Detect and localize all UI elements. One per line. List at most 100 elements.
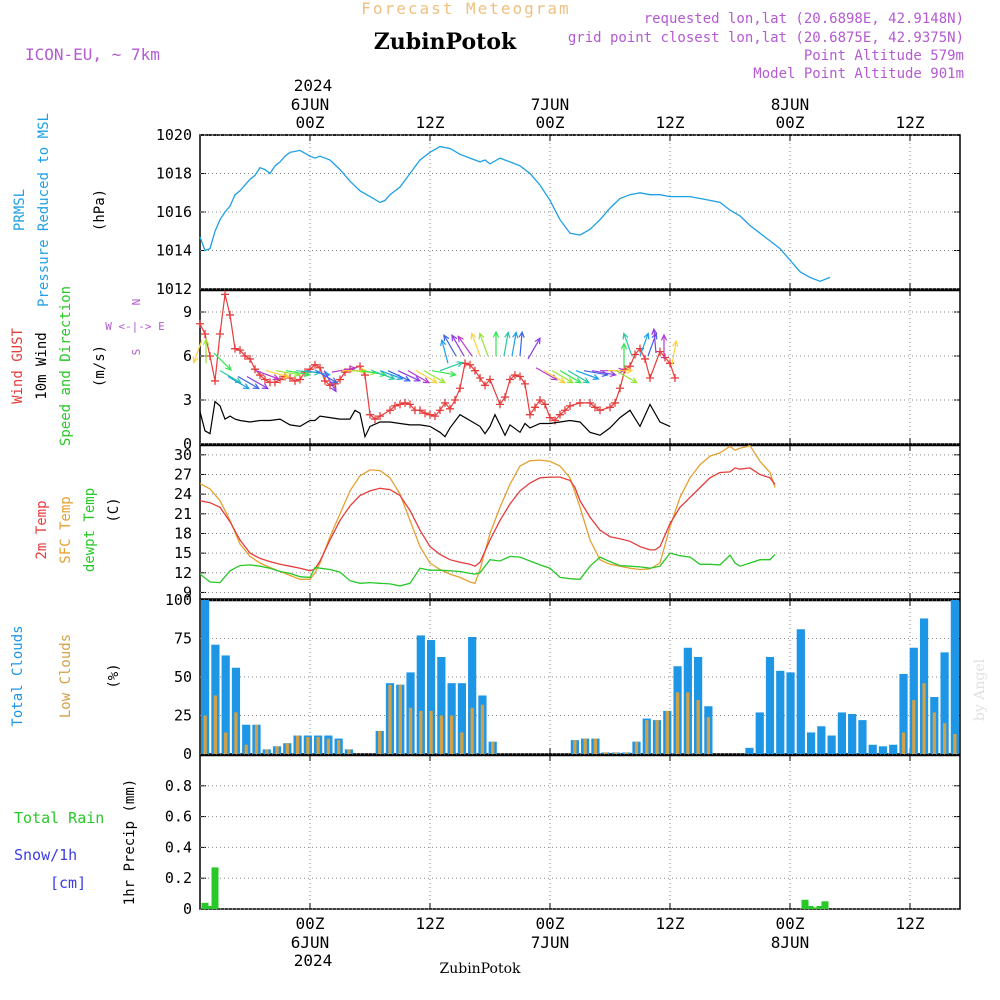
low-cloud-bar (337, 740, 341, 754)
low-cloud-bar (449, 715, 454, 754)
wind-arrow-head (449, 370, 457, 378)
gust-marker (546, 413, 554, 422)
wind-arrow-head (234, 377, 242, 384)
low-cloud-bar (439, 715, 443, 754)
total-cloud-bar (806, 732, 816, 754)
gust-marker (416, 406, 424, 415)
wind-arrow (623, 333, 633, 357)
total-cloud-bar (745, 747, 754, 754)
gust-marker (641, 354, 649, 363)
low-cloud-bar (922, 683, 926, 754)
low-cloud-bar (460, 732, 464, 754)
wind-arrow (639, 333, 649, 357)
gust-marker (296, 375, 304, 384)
gust-marker (486, 375, 494, 384)
top-date-label: 8JUN (771, 95, 810, 114)
y-tick-label: 1016 (156, 203, 192, 221)
gust-marker (426, 410, 434, 419)
low-cloud-bar (932, 712, 936, 754)
y-tick-label: 0.2 (165, 869, 192, 887)
low-cloud-bar (480, 704, 485, 754)
prmsl-label: PRMSL (12, 189, 28, 231)
gust-marker (536, 396, 544, 404)
gust-marker (421, 409, 429, 418)
wind-arrow (315, 370, 338, 384)
gust-marker (261, 375, 269, 384)
y-tick-label: 9 (183, 303, 192, 321)
top-date-label: 6JUN (291, 95, 330, 114)
wind-arrow (559, 370, 582, 384)
total-cloud-bar (765, 656, 775, 754)
y-tick-label: 75 (174, 630, 192, 648)
gust-marker (596, 406, 604, 415)
dewpt-label: dewpt Temp (82, 488, 98, 572)
wind-arrow-head (330, 377, 338, 384)
gust-marker (441, 398, 449, 407)
wind-arrow-head (582, 377, 590, 384)
gust-marker (291, 376, 299, 385)
panel-frame (199, 754, 961, 910)
wind-arrow-head (660, 333, 668, 341)
wind-arrow (519, 332, 523, 357)
precip-bar (816, 905, 824, 909)
y-tick-label: 0.6 (165, 808, 192, 826)
bottom-hour-label: 12Z (416, 914, 445, 933)
low-cloud-bar (347, 749, 351, 754)
total-cloud-bar (457, 683, 466, 754)
y-tick-label: 27 (174, 465, 192, 483)
low-cloud-bar (265, 749, 269, 754)
gust-marker (556, 410, 564, 419)
low-cloud-bar (378, 730, 382, 754)
compass-n: N (130, 299, 143, 306)
footer-location: ZubinPotok (439, 961, 521, 977)
y-tick-label: 12 (174, 564, 192, 582)
gust-marker (576, 398, 584, 407)
wind-arrow (407, 370, 430, 384)
wind-arrow-head (470, 332, 477, 340)
y-tick-label: 0.4 (165, 838, 192, 856)
total-cloud-bar (231, 667, 241, 754)
gust-marker (661, 353, 669, 362)
bottom-hour-label: 00Z (296, 914, 325, 933)
low-cloud-bar (244, 744, 248, 754)
panel-4 (199, 754, 961, 910)
wind-arrow-head (478, 332, 485, 340)
wind-arrow-head (534, 336, 541, 345)
pressure-unit: (hPa) (92, 189, 108, 231)
gust-marker (506, 375, 514, 384)
wind-arrow-head (438, 377, 446, 384)
precip-bar (211, 867, 219, 909)
bottom-date-label: 7JUN (531, 933, 570, 952)
gust-marker (611, 398, 619, 407)
low-cloud-bar (285, 743, 289, 754)
gust-marker (431, 412, 439, 421)
pressure-label: Pressure Reduced to MSL (36, 113, 52, 307)
bottom-date-label: 8JUN (771, 933, 810, 952)
gust-marker (321, 376, 329, 385)
low-cloud-bar (254, 724, 259, 754)
panel-2 (199, 444, 961, 600)
snow-unit: [cm] (50, 874, 86, 892)
wind-arrow (575, 370, 599, 380)
total-cloud-bar (858, 720, 867, 754)
gust-marker (316, 363, 324, 372)
low-cloud-bar (655, 720, 659, 754)
low-cloud-bar (295, 735, 300, 754)
bottom-hour-label: 12Z (896, 914, 925, 933)
wind-arrow-head (413, 375, 422, 382)
precip-bar (821, 901, 829, 909)
wind-arrow (443, 334, 457, 357)
gust-marker (446, 404, 454, 413)
precip-bar (201, 902, 209, 909)
gust-marker (311, 360, 319, 369)
low-cloud-bar (624, 752, 628, 754)
low-cloud-bar (912, 700, 916, 754)
cloud-labels: Total Clouds Low Clouds (%) (10, 625, 122, 726)
wind-arrow-head (574, 377, 582, 384)
gust-marker (566, 401, 574, 410)
gust-marker (541, 400, 549, 409)
rain-label: Total Rain (14, 809, 104, 827)
